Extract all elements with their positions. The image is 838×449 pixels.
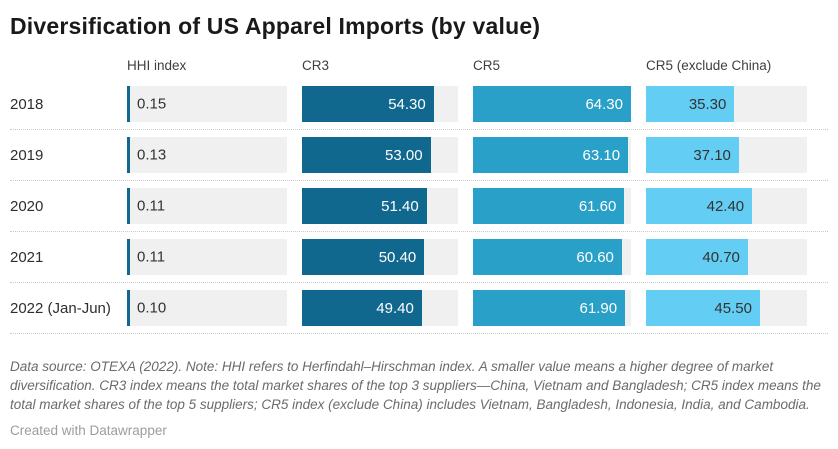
cr5-track: 61.60 [473,188,631,224]
cr5-exclude-china-value: 37.10 [693,146,731,164]
hhi-value: 0.13 [137,146,167,164]
hhi-track: 0.13 [127,137,287,173]
cr5-exclude-china-bar: 37.10 [646,137,739,173]
cr5-bar: 63.10 [473,137,629,173]
hhi-cell: 0.11 [127,188,302,224]
cr5-exclude-china-bar: 42.40 [646,188,753,224]
cr5-value: 61.60 [578,197,617,215]
cr5-bar: 61.90 [473,290,626,326]
cr5-exclude-china-value: 42.40 [706,197,745,215]
cr3-cell: 51.40 [302,188,473,224]
cr5-value: 61.90 [579,299,618,317]
cr3-track: 54.30 [302,86,458,122]
cr5-exclude-china-cell: 45.50 [646,290,822,326]
cr5-cell: 61.90 [473,290,646,326]
hhi-bar [127,137,130,173]
cr3-track: 51.40 [302,188,458,224]
hhi-bar [127,290,130,326]
cr5-track: 61.90 [473,290,631,326]
header-cr3: CR3 [302,58,330,73]
row-label: 2018 [10,95,44,113]
cr5-exclude-china-cell: 42.40 [646,188,822,224]
cr5-exclude-china-value: 45.50 [714,299,752,317]
cr5-cell: 61.60 [473,188,646,224]
source-note: Data source: OTEXA (2022). Note: HHI ref… [10,359,821,412]
table-row: 2020 0.11 51.40 61.60 42 [10,181,828,232]
cr5-exclude-china-bar: 35.30 [646,86,735,122]
cr5-exclude-china-track: 42.40 [646,188,807,224]
cr3-value: 51.40 [381,197,419,215]
cr5-bar: 60.60 [473,239,622,275]
cr3-cell: 50.40 [302,239,473,275]
hhi-cell: 0.10 [127,290,302,326]
cr3-track: 49.40 [302,290,458,326]
row-label: 2019 [10,146,44,164]
cr3-bar: 53.00 [302,137,431,173]
cr5-bar: 61.60 [473,188,625,224]
hhi-track: 0.10 [127,290,287,326]
cr5-exclude-china-bar: 45.50 [646,290,760,326]
cr5-exclude-china-track: 40.70 [646,239,807,275]
hhi-track: 0.15 [127,86,287,122]
cr5-bar: 64.30 [473,86,631,122]
cr3-bar: 54.30 [302,86,434,122]
cr5-track: 63.10 [473,137,631,173]
cr5-cell: 64.30 [473,86,646,122]
hhi-value: 0.11 [137,197,166,215]
cr3-value: 50.40 [378,248,417,266]
cr3-value: 53.00 [385,146,423,164]
hhi-cell: 0.15 [127,86,302,122]
hhi-cell: 0.11 [127,239,302,275]
cr5-exclude-china-cell: 40.70 [646,239,822,275]
row-label: 2021 [10,248,44,266]
cr3-cell: 53.00 [302,137,473,173]
table-row: 2021 0.11 50.40 60.60 40 [10,232,828,283]
cr5-exclude-china-value: 35.30 [688,95,727,113]
cr5-exclude-china-cell: 37.10 [646,137,822,173]
hhi-track: 0.11 [127,239,287,275]
cr5-exclude-china-value: 40.70 [702,248,740,266]
cr5-exclude-china-cell: 35.30 [646,86,822,122]
hhi-bar [127,239,130,275]
cr3-bar: 49.40 [302,290,422,326]
cr3-value: 49.40 [376,299,414,317]
hhi-value: 0.15 [137,95,167,113]
cr5-exclude-china-track: 45.50 [646,290,807,326]
cr5-exclude-china-track: 35.30 [646,86,807,122]
table-row: 2018 0.15 54.30 64.30 35 [10,79,828,130]
cr3-cell: 54.30 [302,86,473,122]
table-header-row: HHI index CR3 CR5 CR5 (exclude China) [10,56,828,76]
hhi-value: 0.10 [137,299,167,317]
hhi-bar [127,188,130,224]
cr3-cell: 49.40 [302,290,473,326]
cr5-value: 64.30 [585,95,623,113]
header-cr5: CR5 [473,58,501,73]
chart-title: Diversification of US Apparel Imports (b… [10,13,541,39]
hhi-track: 0.11 [127,188,287,224]
cr3-bar: 51.40 [302,188,427,224]
cr5-track: 60.60 [473,239,631,275]
cr5-track: 64.30 [473,86,631,122]
datawrapper-attribution: Created with Datawrapper [10,423,167,438]
cr5-cell: 63.10 [473,137,646,173]
cr5-exclude-china-track: 37.10 [646,137,807,173]
table-row: 2022 (Jan-Jun) 0.10 49.40 61.90 [10,283,828,334]
cr3-value: 54.30 [388,95,426,113]
row-label: 2022 (Jan-Jun) [10,299,111,317]
cr5-value: 63.10 [582,146,621,164]
cr3-track: 53.00 [302,137,458,173]
header-hhi: HHI index [127,58,187,73]
cr3-track: 50.40 [302,239,458,275]
cr5-exclude-china-bar: 40.70 [646,239,748,275]
table-row: 2019 0.13 53.00 63.10 37 [10,130,828,181]
cr5-value: 60.60 [576,248,614,266]
hhi-cell: 0.13 [127,137,302,173]
cr3-bar: 50.40 [302,239,425,275]
header-cr5-exclude-china: CR5 (exclude China) [646,58,772,73]
cr5-cell: 60.60 [473,239,646,275]
hhi-value: 0.11 [137,248,166,266]
row-label: 2020 [10,197,44,215]
hhi-bar [127,86,130,122]
